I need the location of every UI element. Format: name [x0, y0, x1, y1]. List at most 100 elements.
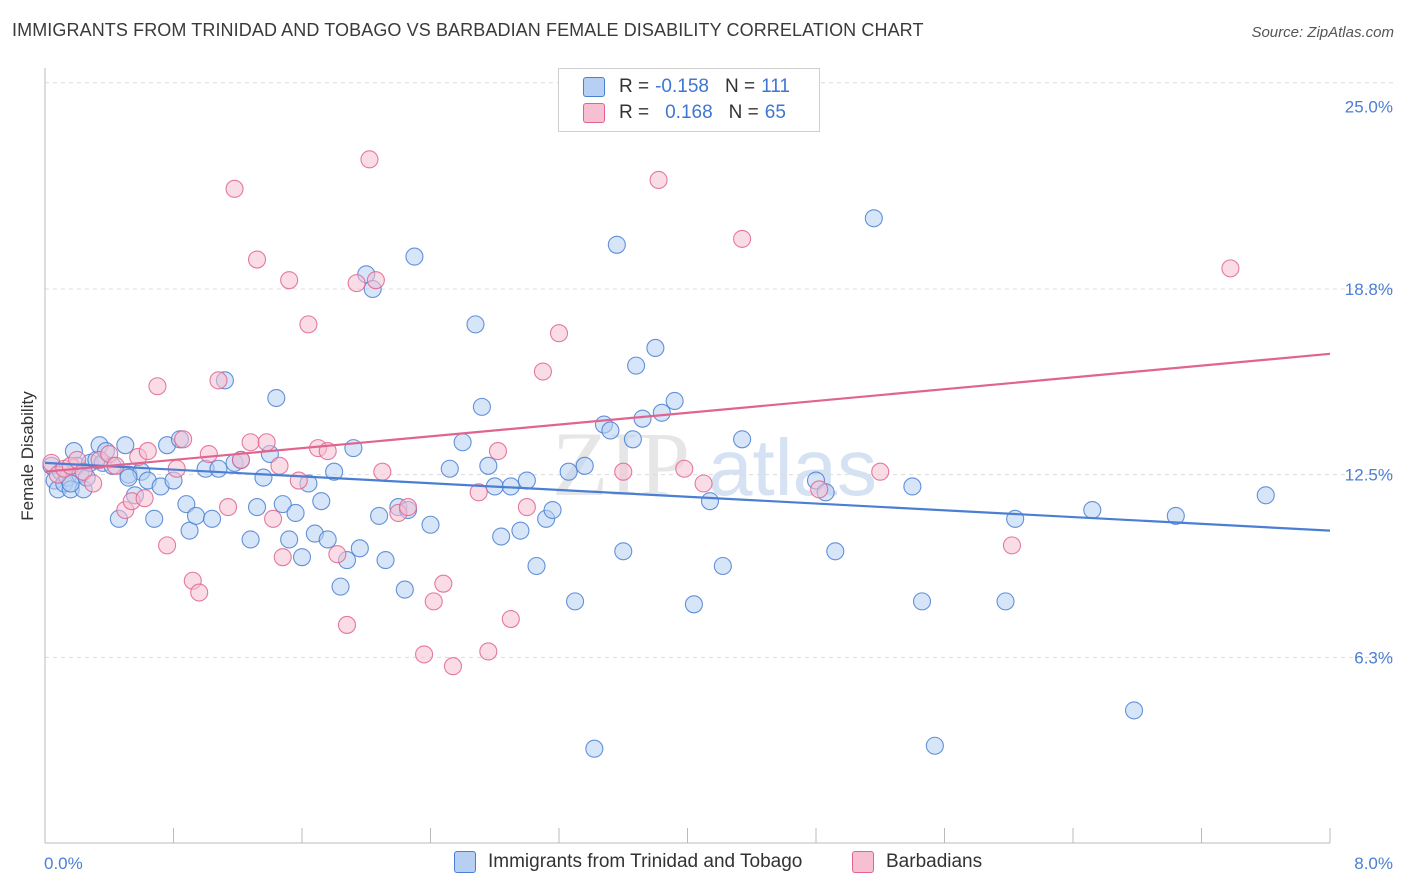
y-tick-label-1: 12.5% [1345, 466, 1393, 485]
trinidad-point-91 [665, 391, 684, 411]
barbadian-point-54 [649, 170, 668, 190]
trinidad-point-87 [627, 356, 646, 375]
barbadian-point-46 [469, 483, 488, 502]
barbadian-point-28 [264, 509, 283, 528]
blue-swatch-icon [583, 77, 605, 97]
n-label: N = [728, 102, 759, 123]
trinidad-point-55 [350, 539, 369, 558]
barbadian-point-63 [270, 456, 289, 475]
trinidad-point-80 [575, 456, 594, 475]
x-tick-label-max: 8.0% [1354, 854, 1393, 873]
barbadian-point-31 [289, 471, 308, 490]
barbadian-point-43 [424, 592, 443, 611]
trinidad-point-51 [325, 462, 344, 481]
trinidad-point-92 [684, 595, 703, 614]
barbadian-point-15 [158, 536, 177, 555]
barbadian-point-48 [488, 442, 508, 461]
barbadian-point-38 [360, 150, 379, 169]
barbadian-point-17 [174, 430, 193, 449]
trinidad-point-67 [466, 315, 485, 334]
r-value: 0.168 [665, 102, 713, 123]
trinidad-point-105 [1083, 500, 1102, 520]
trinidad-point-71 [492, 527, 511, 546]
n-value: 111 [761, 76, 790, 97]
barbadian-point-45 [443, 657, 463, 676]
trinidad-point-24 [145, 509, 164, 528]
legend-label: Barbadians [886, 851, 983, 872]
trinidad-point-52 [331, 577, 350, 596]
trinidad-point-106 [1124, 701, 1144, 720]
barbadian-point-53 [614, 462, 633, 481]
barbadian-point-21 [209, 371, 228, 390]
barbadian-point-55 [675, 459, 694, 478]
barbadian-point-44 [434, 574, 453, 593]
trinidad-point-77 [543, 500, 562, 520]
trinidad-point-108 [1256, 486, 1275, 505]
y-tick-label-2: 18.8% [1345, 280, 1393, 299]
stats-legend: R = -0.158 N = 111 R = 0.168 N = 65 [558, 68, 820, 132]
trinidad-point-84 [607, 235, 626, 254]
r-value: -0.158 [655, 76, 709, 97]
barbadian-point-30 [280, 271, 299, 290]
trinidad-point-39 [247, 498, 267, 517]
y-axis-title: Female Disability [18, 391, 37, 521]
trinidad-point-110 [119, 468, 138, 487]
barbadian-point-20 [199, 444, 218, 464]
trinidad-point-61 [395, 580, 414, 599]
trinidad-point-107 [1166, 506, 1185, 525]
trinidad-point-19 [116, 436, 135, 455]
barbadian-point-64 [366, 271, 385, 290]
trinidad-point-95 [733, 430, 752, 449]
barbadian-point-24 [231, 450, 251, 469]
barbadian-point-57 [733, 229, 752, 248]
x-tick-label-min: 0.0% [44, 854, 83, 873]
trinidad-point-81 [585, 739, 604, 758]
trinidad-point-86 [623, 430, 642, 449]
r-label: R = [619, 102, 650, 123]
barbadian-point-51 [533, 362, 552, 381]
barbadian-point-59 [871, 462, 890, 481]
trinidad-point-49 [312, 492, 331, 511]
trinidad-point-40 [254, 468, 273, 487]
legend-item-barbadian: Barbadians [852, 851, 982, 873]
trinidad-point-69 [479, 456, 498, 475]
barbadian-point-61 [1221, 259, 1240, 278]
pink-swatch-icon [583, 103, 605, 123]
barbadian-point-41 [398, 498, 418, 517]
trinidad-point-85 [614, 542, 633, 561]
trinidad-point-58 [370, 506, 389, 525]
legend-row-trinidad: R = -0.158 N = 111 [583, 74, 790, 100]
barbadian-point-22 [219, 498, 238, 517]
trinidad-point-93 [700, 492, 720, 511]
barbadian-trend-line [44, 352, 1331, 473]
trinidad-point-73 [511, 521, 530, 540]
barbadian-point-27 [257, 433, 276, 452]
trinidad-point-43 [273, 495, 292, 514]
tick-labels: 6.3% 12.5% 18.8% 25.0% 0.0% 8.0% [44, 97, 1393, 873]
trinidad-point-78 [559, 462, 578, 481]
legend-label: Immigrants from Trinidad and Tobago [488, 851, 803, 872]
trinidad-point-102 [925, 736, 944, 755]
trinidad-point-99 [864, 209, 883, 228]
blue-swatch-icon [454, 851, 476, 873]
trinidad-point-38 [241, 530, 260, 549]
trinidad-point-101 [912, 592, 932, 611]
chart-title: IMMIGRANTS FROM TRINIDAD AND TOBAGO VS B… [12, 20, 924, 40]
trinidad-point-31 [186, 506, 206, 525]
trinidad-point-50 [318, 530, 337, 549]
barbadian-point-32 [299, 315, 318, 334]
trinidad-point-68 [472, 397, 491, 416]
r-label: R = [619, 76, 650, 97]
trinidad-point-90 [652, 403, 671, 422]
trinidad-point-65 [440, 459, 459, 478]
trinidad-point-88 [633, 409, 652, 428]
legend-item-trinidad: Immigrants from Trinidad and Tobago [454, 851, 802, 873]
trinidad-point-45 [286, 503, 305, 523]
trinidad-point-74 [517, 471, 536, 490]
y-tick-label-0: 6.3% [1354, 648, 1393, 667]
barbadian-point-56 [694, 474, 713, 493]
trinidad-point-64 [421, 515, 440, 534]
trinidad-point-63 [405, 247, 424, 266]
barbadian-point-26 [247, 250, 267, 269]
